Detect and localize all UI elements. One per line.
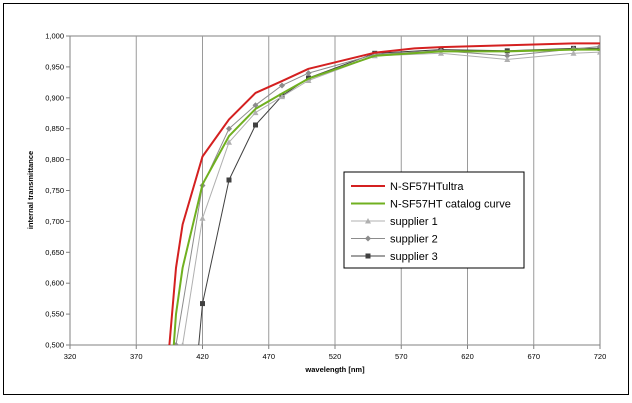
legend-label-n-sf57htultra: N-SF57HTultra	[390, 181, 464, 193]
data-point-supplier-2	[305, 70, 312, 77]
data-point-supplier-1	[504, 56, 511, 62]
series-n-sf57htultra	[168, 42, 600, 345]
data-point-supplier-1	[438, 50, 444, 56]
series-line-n-sf57htultra	[168, 42, 600, 345]
series-line-n-sf57ht-catalog-curve	[172, 48, 600, 345]
y-tick-label: 0,900	[45, 93, 64, 102]
legend-marker-supplier-1	[365, 218, 371, 224]
data-point-supplier-3	[597, 45, 600, 51]
series-n-sf57ht-catalog-curve	[172, 48, 600, 345]
y-axis-label: internal transmittance	[26, 151, 35, 229]
x-axis-label: wavelength [nm]	[304, 365, 365, 374]
data-point-supplier-1	[180, 342, 185, 345]
series-line-supplier-2	[175, 46, 600, 345]
y-tick-label: 0,650	[45, 248, 64, 257]
legend-label-supplier-1: supplier 1	[390, 216, 438, 228]
x-tick-label: 520	[329, 352, 342, 361]
series-line-supplier-1	[182, 51, 600, 345]
legend-marker-supplier-3	[365, 253, 371, 259]
legend: N-SF57HTultra N-SF57HT catalog curve suppl…	[343, 171, 525, 269]
y-tick-label: 0,600	[45, 279, 64, 288]
legend-label-supplier-3: supplier 3	[390, 251, 438, 263]
data-point-supplier-1	[226, 139, 232, 145]
y-tick-label: 0,550	[45, 310, 64, 319]
x-tick-label: 620	[461, 352, 474, 361]
y-tick-label: 1,000	[45, 32, 64, 41]
data-point-supplier-2	[226, 125, 232, 132]
data-point-supplier-2	[597, 43, 600, 50]
data-point-supplier-1	[570, 50, 577, 56]
data-point-supplier-3	[253, 122, 258, 128]
y-tick-labels: 0,500 0,550 0,600 0,650 0,700 0,750 0,800 0,850…	[45, 32, 64, 350]
legend-label-supplier-2: supplier 2	[390, 234, 438, 246]
x-tick-label: 720	[594, 352, 607, 361]
legend-label-n-sf57ht-catalog-curve: N-SF57HT catalog curve	[390, 199, 511, 211]
y-tick-label: 0,500	[45, 341, 64, 350]
data-point-supplier-3	[226, 177, 232, 183]
series-supplier-1	[180, 49, 600, 345]
x-tick-label: 420	[196, 352, 209, 361]
y-tick-label: 0,750	[45, 186, 64, 195]
data-point-supplier-1	[279, 93, 285, 100]
x-tick-label: 570	[395, 352, 408, 361]
x-tick-label: 320	[64, 352, 77, 361]
x-tick-label: 370	[130, 352, 143, 361]
legend-box	[343, 171, 525, 269]
data-point-supplier-3	[200, 301, 205, 307]
data-point-supplier-2	[252, 102, 259, 109]
series-layer	[168, 42, 600, 345]
data-point-supplier-2	[504, 52, 511, 59]
y-tick-label: 0,700	[45, 217, 64, 226]
x-tick-label: 670	[527, 352, 540, 361]
y-tick-label: 0,800	[45, 155, 64, 164]
x-tick-label: 470	[262, 352, 275, 361]
data-point-supplier-2	[279, 82, 285, 89]
data-point-supplier-1	[199, 215, 206, 221]
data-point-supplier-1	[252, 109, 259, 116]
data-point-supplier-1	[305, 77, 312, 83]
x-tick-labels: 320 370 420 470 520 570 620 670 720	[64, 352, 607, 361]
legend-marker-supplier-2	[365, 235, 371, 242]
y-tick-label: 0,850	[45, 124, 64, 133]
y-tick-label: 0,950	[45, 62, 64, 71]
